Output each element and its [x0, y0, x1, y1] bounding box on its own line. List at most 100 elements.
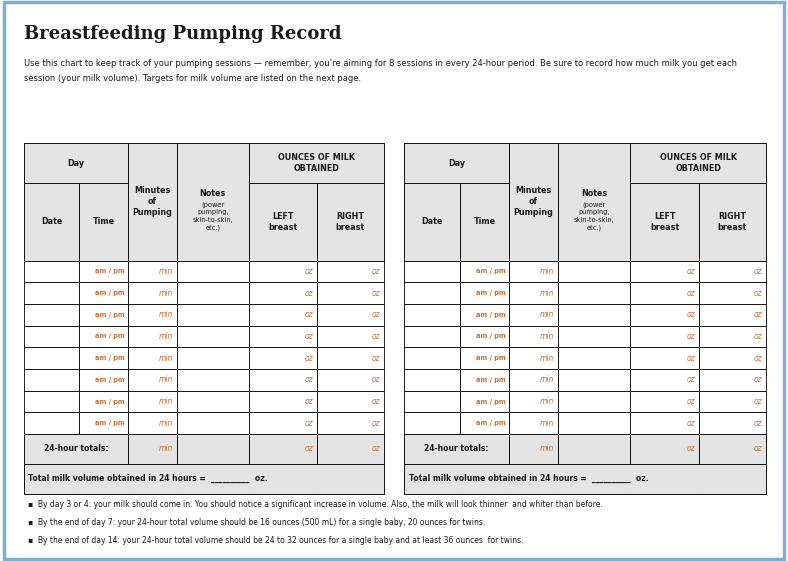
- Text: am / pm: am / pm: [95, 398, 125, 404]
- Bar: [24, 143, 128, 183]
- Text: am / pm: am / pm: [95, 290, 125, 296]
- Text: min: min: [158, 397, 173, 406]
- Bar: [558, 412, 630, 434]
- Bar: [128, 325, 177, 347]
- Text: am / pm: am / pm: [476, 377, 506, 383]
- Text: min: min: [158, 332, 173, 341]
- Bar: [80, 304, 128, 325]
- Text: min: min: [540, 310, 554, 319]
- Bar: [460, 183, 509, 260]
- Bar: [630, 434, 699, 464]
- Bar: [509, 282, 558, 304]
- Text: oz: oz: [686, 375, 695, 384]
- Text: am / pm: am / pm: [476, 398, 506, 404]
- Bar: [404, 183, 460, 260]
- Text: oz: oz: [371, 288, 380, 297]
- Bar: [460, 143, 509, 183]
- Bar: [80, 282, 128, 304]
- Text: oz: oz: [371, 267, 380, 276]
- Bar: [404, 304, 460, 325]
- Text: oz: oz: [753, 444, 762, 453]
- Text: oz: oz: [686, 353, 695, 362]
- Bar: [558, 434, 630, 464]
- Bar: [630, 143, 766, 183]
- Bar: [317, 434, 384, 464]
- Text: oz: oz: [686, 267, 695, 276]
- Bar: [699, 304, 766, 325]
- Bar: [509, 347, 558, 369]
- Bar: [630, 390, 699, 412]
- Text: am / pm: am / pm: [476, 268, 506, 274]
- Bar: [460, 183, 509, 260]
- Bar: [460, 347, 509, 369]
- Text: oz: oz: [753, 353, 762, 362]
- Text: am / pm: am / pm: [476, 355, 506, 361]
- Text: oz: oz: [305, 419, 313, 427]
- Text: min: min: [158, 288, 173, 297]
- Text: Total milk volume obtained in 24 hours =  __________  oz.: Total milk volume obtained in 24 hours =…: [409, 474, 649, 484]
- Bar: [404, 434, 460, 464]
- Bar: [558, 434, 630, 464]
- Bar: [128, 183, 177, 260]
- Bar: [509, 325, 558, 347]
- Bar: [699, 282, 766, 304]
- Text: oz: oz: [305, 353, 313, 362]
- Bar: [630, 304, 699, 325]
- Bar: [177, 464, 249, 494]
- Text: oz: oz: [371, 310, 380, 319]
- Bar: [128, 143, 177, 183]
- Text: min: min: [540, 288, 554, 297]
- Bar: [128, 434, 177, 464]
- Bar: [404, 282, 460, 304]
- Bar: [558, 369, 630, 390]
- Bar: [249, 260, 317, 282]
- Text: min: min: [158, 353, 173, 362]
- Bar: [317, 412, 384, 434]
- Bar: [460, 434, 509, 464]
- Text: ▪  By the end of day 14: your 24-hour total volume should be 24 to 32 ounces for: ▪ By the end of day 14: your 24-hour tot…: [28, 536, 523, 545]
- Bar: [699, 143, 766, 183]
- Text: Use this chart to keep track of your pumping sessions — remember, you’re aiming : Use this chart to keep track of your pum…: [24, 59, 737, 68]
- Bar: [249, 183, 317, 260]
- Text: oz: oz: [686, 444, 695, 453]
- Bar: [128, 412, 177, 434]
- Bar: [177, 369, 249, 390]
- Bar: [460, 260, 509, 282]
- Bar: [509, 143, 558, 183]
- Text: oz: oz: [371, 444, 380, 453]
- Text: oz: oz: [371, 419, 380, 427]
- Bar: [558, 143, 630, 260]
- Text: oz: oz: [305, 267, 313, 276]
- Bar: [80, 260, 128, 282]
- Bar: [24, 183, 80, 260]
- Bar: [317, 304, 384, 325]
- Bar: [558, 260, 630, 282]
- Bar: [177, 325, 249, 347]
- Text: oz: oz: [686, 288, 695, 297]
- Text: oz: oz: [305, 375, 313, 384]
- Text: 24-hour totals:: 24-hour totals:: [425, 444, 489, 453]
- Bar: [24, 464, 384, 494]
- Bar: [177, 143, 249, 183]
- Bar: [128, 260, 177, 282]
- Text: oz: oz: [305, 310, 313, 319]
- Bar: [317, 369, 384, 390]
- Bar: [558, 464, 630, 494]
- Bar: [128, 434, 177, 464]
- Text: oz: oz: [305, 288, 313, 297]
- Bar: [509, 412, 558, 434]
- Text: am / pm: am / pm: [95, 268, 125, 274]
- Bar: [80, 183, 128, 260]
- Bar: [317, 183, 384, 260]
- Text: oz: oz: [371, 332, 380, 341]
- Bar: [249, 183, 317, 260]
- Bar: [404, 183, 460, 260]
- Text: Notes: Notes: [581, 189, 608, 198]
- Text: Date: Date: [41, 218, 62, 227]
- Text: oz: oz: [305, 444, 313, 453]
- Bar: [630, 369, 699, 390]
- Text: min: min: [158, 419, 173, 427]
- Bar: [317, 143, 384, 183]
- Bar: [249, 325, 317, 347]
- Bar: [509, 260, 558, 282]
